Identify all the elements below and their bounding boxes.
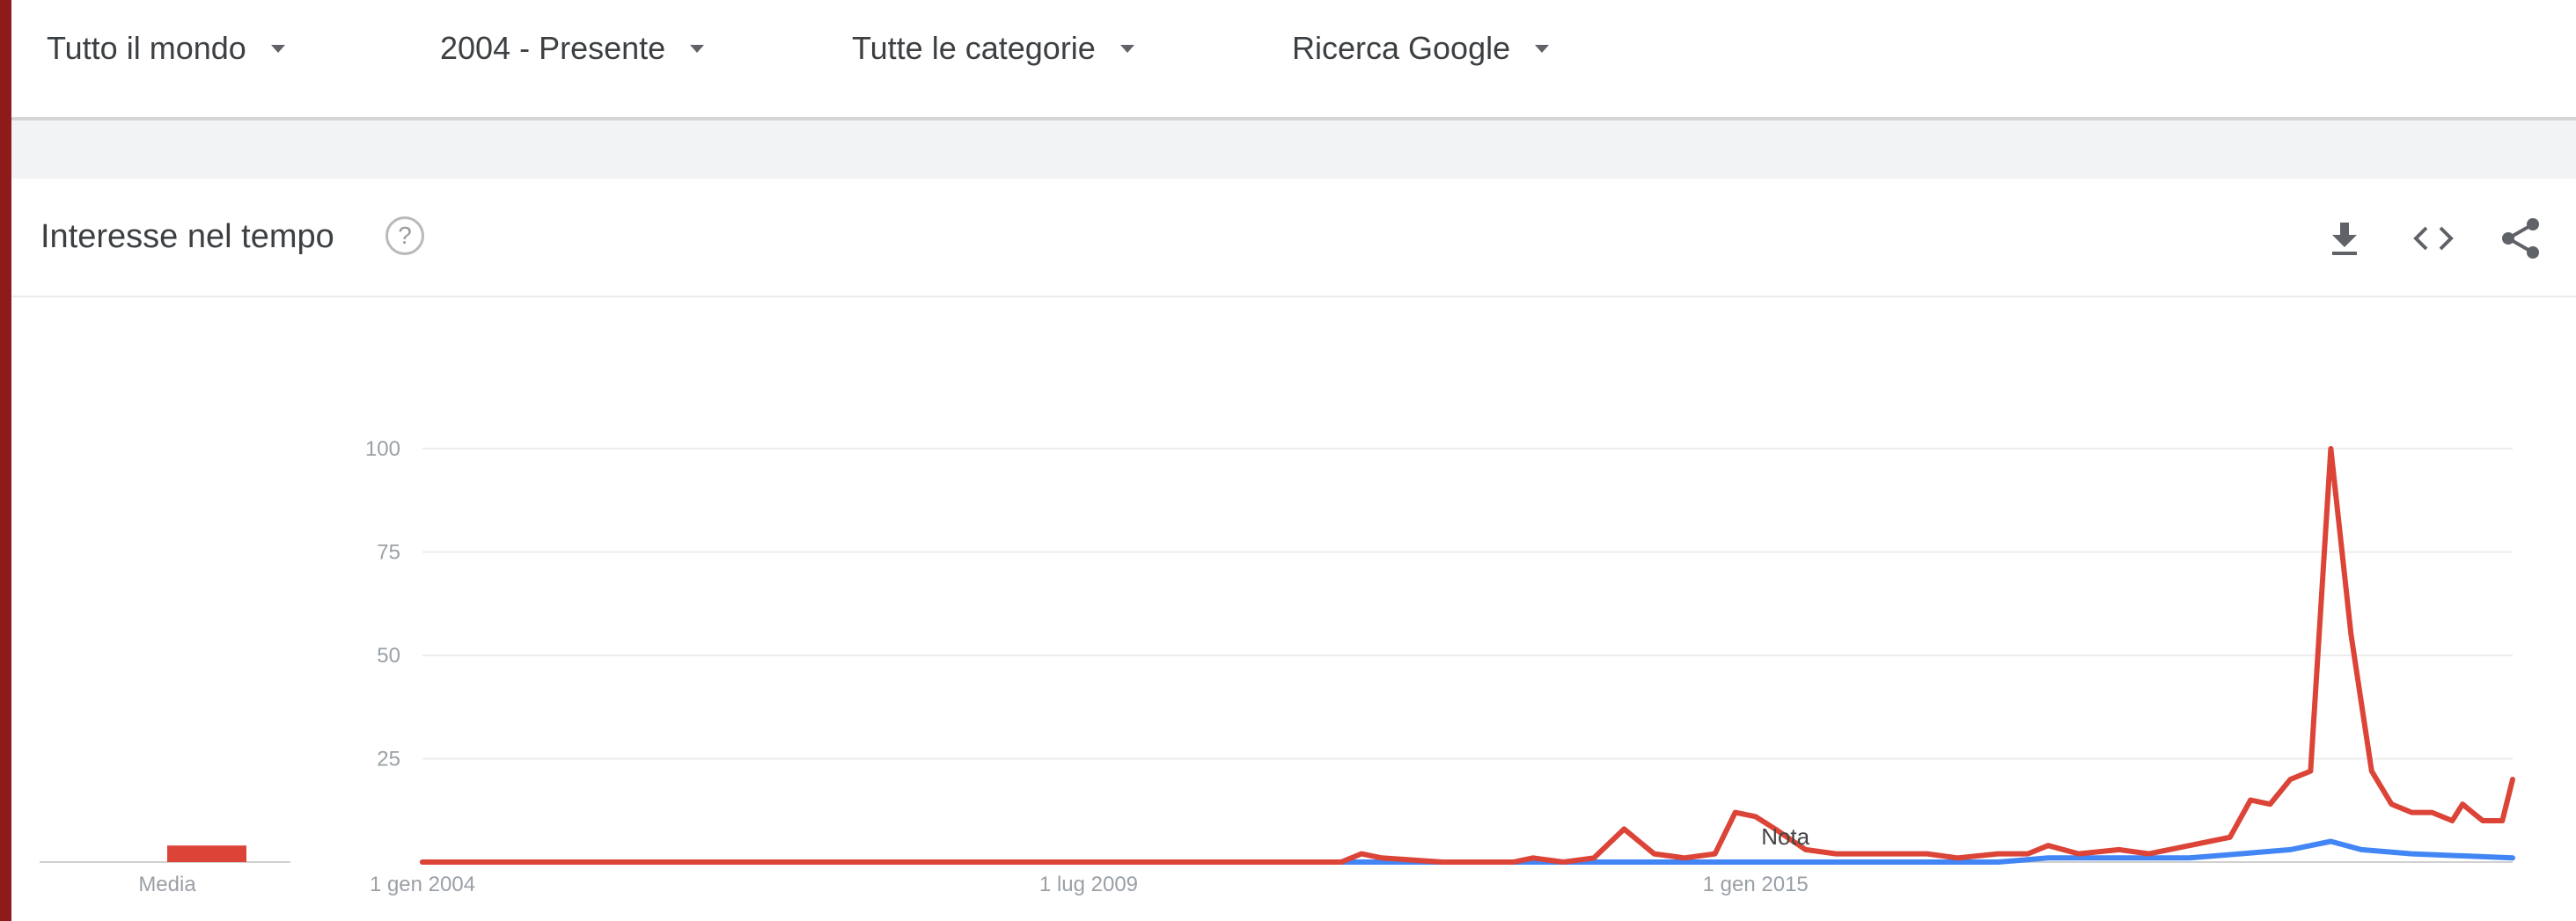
annotation-note[interactable]: Nota xyxy=(1761,823,1809,850)
average-bar xyxy=(167,845,246,862)
x-tick-label: 1 lug 2009 xyxy=(1039,873,1138,896)
left-accent-bar xyxy=(0,0,11,921)
help-icon[interactable]: ? xyxy=(385,216,424,255)
share-button[interactable] xyxy=(2496,214,2545,263)
card-title: Interesse nel tempo xyxy=(40,218,334,255)
average-label: Media xyxy=(138,873,196,896)
period-dropdown-icon xyxy=(690,44,705,53)
period-filter[interactable]: 2004 - Presente xyxy=(440,26,705,70)
filter-divider xyxy=(11,117,2576,121)
section-spacer xyxy=(11,121,2576,179)
interest-over-time-card: Interesse nel tempo ? xyxy=(11,179,2576,921)
category-dropdown-icon xyxy=(1119,44,1134,53)
region-filter[interactable]: Tutto il mondo xyxy=(47,26,285,70)
x-tick-label: 1 gen 2015 xyxy=(1703,873,1809,896)
period-filter-label: 2004 - Presente xyxy=(440,30,666,66)
y-tick-label: 25 xyxy=(377,748,400,771)
embed-button[interactable] xyxy=(2409,214,2458,263)
series-line-1 xyxy=(420,838,2515,865)
source-filter-label: Ricerca Google xyxy=(1292,30,1511,66)
filter-bar: Tutto il mondo 2004 - Presente Tutte le … xyxy=(11,0,2576,119)
download-icon xyxy=(2332,223,2357,255)
region-filter-label: Tutto il mondo xyxy=(47,30,246,66)
embed-code-icon xyxy=(2413,226,2454,251)
source-dropdown-icon xyxy=(1535,44,1550,53)
source-filter[interactable]: Ricerca Google xyxy=(1292,26,1550,70)
y-tick-label: 50 xyxy=(377,644,400,668)
share-icon xyxy=(2502,218,2539,259)
x-tick-label: 1 gen 2004 xyxy=(370,873,475,896)
y-tick-label: 75 xyxy=(377,541,400,565)
card-header-divider xyxy=(11,296,2576,297)
category-filter[interactable]: Tutte le categorie xyxy=(852,26,1134,70)
download-button[interactable] xyxy=(2320,214,2369,263)
category-filter-label: Tutte le categorie xyxy=(852,30,1096,66)
region-dropdown-icon xyxy=(270,44,285,53)
y-tick-label: 100 xyxy=(365,437,400,461)
series-line-0 xyxy=(420,446,2515,865)
